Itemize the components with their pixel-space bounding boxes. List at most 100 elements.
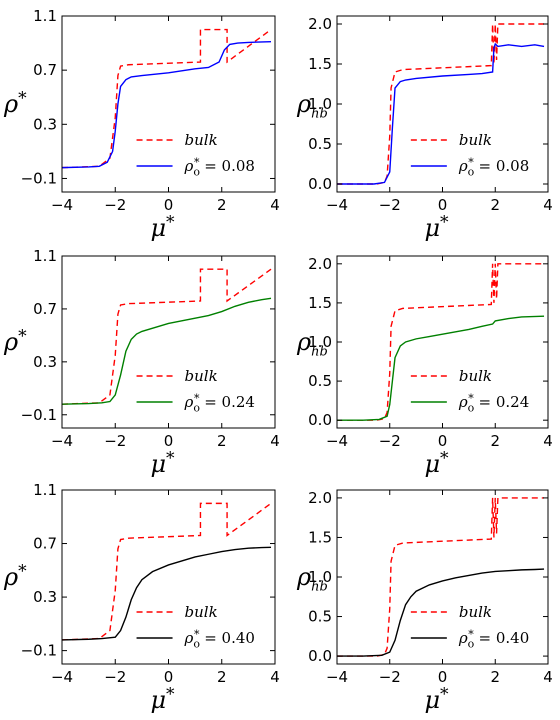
x-tick-label: −4	[326, 432, 348, 450]
series-line-rho-o	[62, 546, 272, 641]
x-tick-label: −4	[51, 196, 73, 214]
y-tick-label: 1.1	[33, 481, 57, 499]
chart-panel-5: −4 −2 0 2 4 −0.1 0.3 0.7 1.1 μ* ρ* bulk ρo* = 0.40	[3, 481, 280, 714]
y-tick-label: 0.7	[33, 535, 57, 553]
x-tick-label: 4	[543, 668, 553, 686]
series-line-rho-o	[337, 315, 545, 421]
y-tick-label: 2.0	[308, 15, 332, 33]
x-tick-label: −4	[326, 668, 348, 686]
x-tick-label: −2	[104, 432, 126, 450]
y-axis-label: ρ*	[3, 327, 27, 356]
y-tick-label: 0.5	[308, 135, 332, 153]
y-tick-label: −0.1	[21, 406, 57, 424]
x-tick-label: 4	[543, 196, 553, 214]
x-tick-label: 2	[217, 432, 227, 450]
y-tick-label: 1.0	[308, 568, 332, 586]
series-line-bulk	[337, 263, 545, 421]
y-tick-label: 1.0	[308, 333, 332, 351]
chart-panel-3: −4 −2 0 2 4 −0.1 0.3 0.7 1.1 μ* ρ* bulk ρo* = 0.24	[3, 247, 280, 478]
y-tick-label: 1.5	[308, 528, 332, 546]
x-tick-label: 0	[164, 196, 174, 214]
x-tick-label: −4	[326, 196, 348, 214]
y-axis-label: ρ*	[3, 89, 27, 118]
series-line-bulk	[337, 23, 545, 185]
y-tick-label: 0.7	[33, 300, 57, 318]
series-line-bulk	[62, 28, 272, 169]
y-axis-label: ρ*	[3, 562, 27, 591]
legend-entry-label: ρo* = 0.40	[458, 628, 529, 651]
x-tick-label: 4	[270, 668, 280, 686]
x-tick-label: 4	[270, 432, 280, 450]
legend-entry-label: bulk	[459, 367, 492, 385]
legend-entry-label: bulk	[459, 131, 492, 149]
y-axis-label: ρhb	[296, 563, 328, 594]
series-line-bulk	[62, 502, 272, 641]
x-axis-label: μ*	[424, 685, 449, 714]
x-axis-label: μ*	[424, 213, 449, 242]
x-tick-label: −2	[104, 196, 126, 214]
y-tick-label: 1.5	[308, 294, 332, 312]
series-line-rho-o	[62, 41, 272, 169]
x-axis-label: μ*	[150, 449, 175, 478]
x-tick-label: −2	[104, 668, 126, 686]
y-tick-label: 1.0	[308, 95, 332, 113]
legend-entry-label: bulk	[185, 131, 218, 149]
y-tick-label: 0.0	[308, 647, 332, 665]
x-tick-label: 2	[217, 668, 227, 686]
y-axis-label: ρhb	[296, 90, 328, 121]
legend-entry-label: ρo* = 0.24	[458, 392, 529, 415]
y-tick-label: 0.3	[33, 353, 57, 371]
x-tick-label: 0	[164, 668, 174, 686]
x-tick-label: 2	[490, 196, 500, 214]
y-tick-label: 1.5	[308, 55, 332, 73]
x-axis-label: μ*	[150, 685, 175, 714]
x-tick-label: −4	[51, 432, 73, 450]
x-tick-label: 2	[490, 668, 500, 686]
x-tick-label: 4	[270, 196, 280, 214]
x-tick-label: 0	[438, 196, 448, 214]
x-tick-label: 4	[543, 432, 553, 450]
chart-panel-6: −4 −2 0 2 4 0.0 0.5 1.0 1.5 2.0 μ* ρhb bulk ρo* = 0.4…	[296, 489, 553, 714]
legend: bulk ρo* = 0.08	[136, 131, 255, 179]
y-tick-label: 0.5	[308, 608, 332, 626]
x-tick-label: 0	[438, 668, 448, 686]
y-tick-label: 0.5	[308, 372, 332, 390]
x-tick-label: −4	[51, 668, 73, 686]
y-tick-label: 1.1	[33, 247, 57, 265]
x-tick-label: 2	[490, 432, 500, 450]
series-line-rho-o	[337, 568, 545, 657]
y-tick-label: −0.1	[21, 642, 57, 660]
chart-panel-4: −4 −2 0 2 4 0.0 0.5 1.0 1.5 2.0 μ* ρhb bulk ρo* = 0.2…	[296, 255, 553, 478]
x-axis-label: μ*	[424, 449, 449, 478]
chart-panel-1: −4 −2 0 2 4 −0.1 0.3 0.7 1.1 μ* ρ* bulk ρo* = 0.08	[3, 7, 280, 242]
legend-entry-label: ρo* = 0.08	[184, 156, 255, 179]
x-tick-label: −2	[379, 196, 401, 214]
legend: bulk ρo* = 0.24	[136, 367, 255, 415]
y-tick-label: 0.3	[33, 588, 57, 606]
y-axis-label: ρhb	[296, 328, 328, 359]
legend-entry-label: ρo* = 0.08	[458, 156, 529, 179]
x-tick-label: 0	[164, 432, 174, 450]
x-axis-label: μ*	[150, 213, 175, 242]
legend-entry-label: bulk	[459, 603, 492, 621]
x-tick-label: 2	[217, 196, 227, 214]
x-tick-label: 0	[438, 432, 448, 450]
y-tick-label: 0.0	[308, 411, 332, 429]
series-line-rho-o	[62, 297, 272, 405]
x-tick-label: −2	[379, 668, 401, 686]
y-tick-label: 0.0	[308, 175, 332, 193]
legend: bulk ρo* = 0.24	[410, 367, 529, 415]
legend: bulk ρo* = 0.08	[410, 131, 529, 179]
legend: bulk ρo* = 0.40	[410, 603, 529, 651]
series-line-bulk	[62, 268, 272, 405]
y-tick-label: 0.3	[33, 115, 57, 133]
legend-entry-label: ρo* = 0.24	[184, 392, 255, 415]
x-tick-label: −2	[379, 432, 401, 450]
legend: bulk ρo* = 0.40	[136, 603, 255, 651]
y-tick-label: 2.0	[308, 489, 332, 507]
legend-entry-label: bulk	[185, 367, 218, 385]
y-tick-label: −0.1	[21, 169, 57, 187]
series-line-rho-o	[337, 42, 545, 185]
y-tick-label: 2.0	[308, 255, 332, 273]
